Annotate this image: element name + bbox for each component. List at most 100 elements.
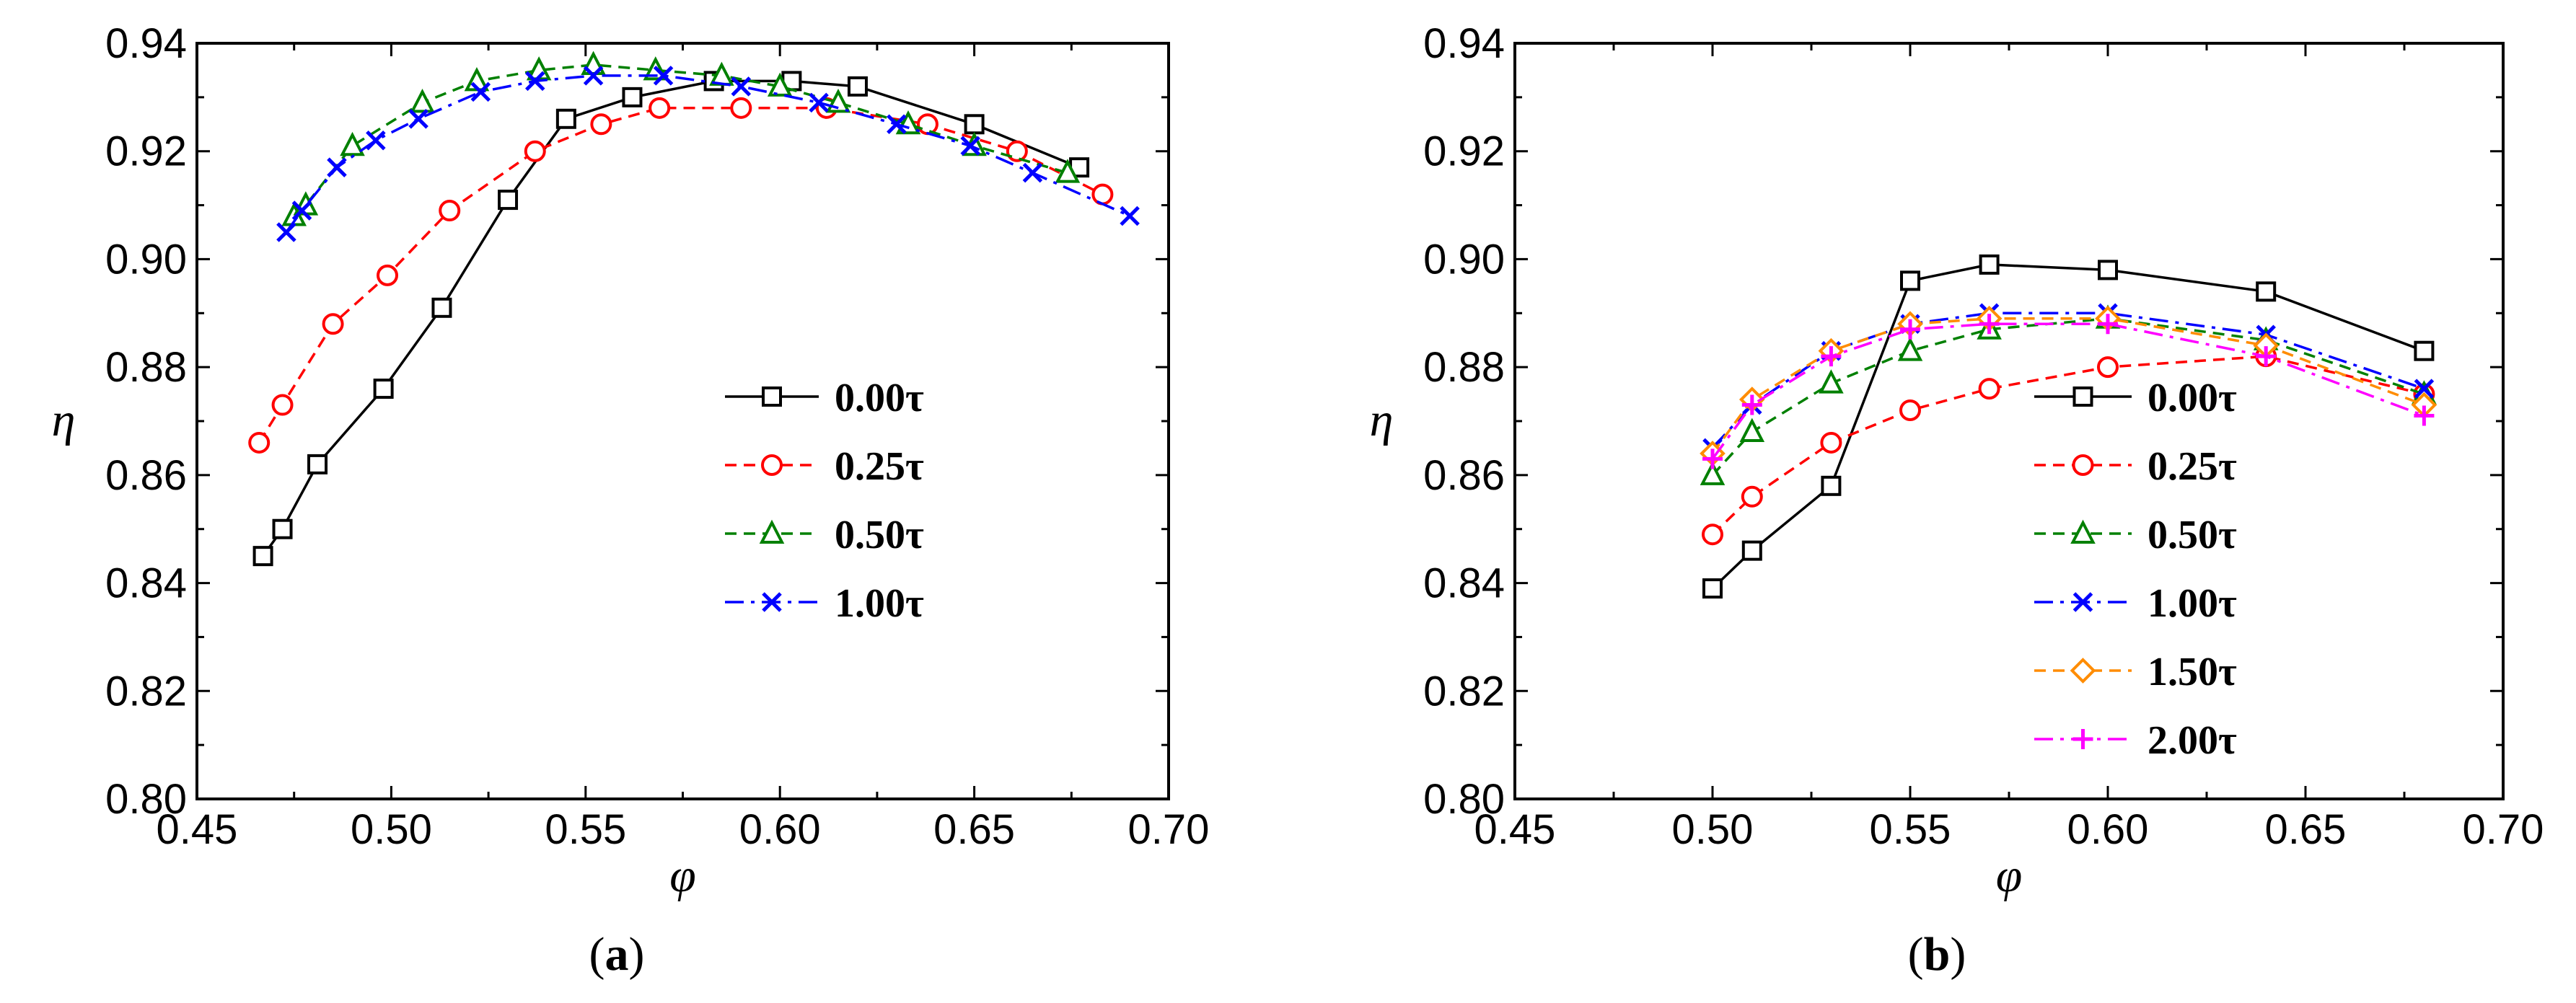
data-point: [809, 92, 829, 113]
x-tick-label: 0.50: [1672, 806, 1754, 853]
chart-panel-a: 0.45 0.50 0.55 0.60 0.65 0.70 0.80 0.82 0.84 0.86…: [52, 20, 1210, 902]
data-point: [1022, 162, 1043, 183]
data-point: [1741, 540, 1762, 561]
x-tick-label: 0.65: [2265, 806, 2347, 853]
y-tick-label: 0.88: [105, 344, 187, 391]
y-tick-label: 0.80: [1423, 776, 1505, 823]
data-point: [847, 76, 868, 97]
y-tick-label: 0.90: [1423, 236, 1505, 283]
series-1.00τ: [1702, 303, 2435, 459]
x-tick-label: 0.45: [157, 806, 238, 853]
caption-b: (b): [1908, 928, 1966, 981]
series-2.00τ: [1702, 314, 2435, 469]
data-point: [1702, 523, 1723, 546]
x-tick-label: 0.65: [933, 806, 1015, 853]
data-point: [1739, 417, 1765, 442]
data-point: [410, 88, 435, 113]
data-point: [470, 81, 491, 102]
legend-label: 2.00τ: [2148, 718, 2237, 763]
legend-label: 0.00τ: [2148, 376, 2237, 420]
data-point: [2098, 260, 2118, 280]
y-tick-label: 0.90: [105, 236, 187, 283]
data-point: [1820, 431, 1842, 454]
legend-entry: 1.00τ: [725, 581, 924, 626]
data-point: [2414, 379, 2435, 399]
plot-frame: [1513, 42, 2505, 800]
data-point: [1979, 254, 2000, 275]
data-point: [366, 130, 386, 151]
data-point: [276, 222, 296, 242]
data-point: [895, 110, 921, 135]
series-1.50τ: [1700, 305, 2437, 467]
legend-label: 1.00τ: [2148, 581, 2237, 626]
data-point: [439, 200, 461, 222]
data-point: [271, 394, 294, 416]
x-axis-label: φ: [1996, 849, 2023, 902]
legend-label: 1.00τ: [835, 581, 924, 626]
legend-marker: [2072, 729, 2093, 749]
legend-marker: [2072, 454, 2094, 476]
data-point: [1741, 485, 1763, 508]
series-line: [1711, 317, 2425, 477]
legend-entry: 0.25τ: [725, 444, 924, 489]
data-point: [1091, 183, 1114, 206]
data-point: [307, 454, 328, 474]
series-line: [262, 79, 1080, 557]
legend-entry: 1.50τ: [2034, 650, 2237, 694]
data-point: [1897, 337, 1923, 361]
y-tick-label: 0.82: [1423, 668, 1505, 715]
data-point: [622, 87, 643, 107]
data-point: [767, 72, 793, 97]
data-point: [731, 76, 752, 97]
y-tick-label: 0.94: [1423, 20, 1505, 67]
data-point: [498, 190, 519, 211]
data-point: [248, 431, 271, 454]
y-tick-label: 0.86: [105, 452, 187, 499]
x-axis-label: φ: [669, 849, 696, 902]
x-tick-label: 0.70: [2463, 806, 2544, 853]
data-point: [583, 66, 604, 86]
y-tick-label: 0.80: [105, 776, 187, 823]
y-tick-label: 0.82: [105, 668, 187, 715]
legend-entry: 0.25τ: [2034, 444, 2237, 489]
y-tick-label: 0.86: [1423, 452, 1505, 499]
series-line: [1711, 322, 2425, 460]
data-point: [1821, 346, 1842, 367]
data-point: [2097, 356, 2119, 379]
x-tick-label: 0.60: [739, 806, 821, 853]
legend-entry: 2.00τ: [2034, 718, 2237, 763]
caption-a: (a): [589, 928, 645, 981]
x-tick-label: 0.55: [1870, 806, 1951, 853]
legend-marker: [759, 519, 785, 544]
legend-marker: [761, 454, 783, 476]
data-point: [887, 114, 907, 135]
data-point: [322, 313, 344, 335]
legend-entry: 0.50τ: [725, 513, 924, 557]
y-tick-label: 0.92: [105, 128, 187, 175]
legend-label: 0.25τ: [835, 444, 924, 489]
legend-marker: [2070, 519, 2096, 544]
data-point: [960, 136, 980, 156]
data-point: [524, 140, 546, 162]
series-1.00τ: [276, 66, 1140, 242]
series-0.50τ: [281, 50, 1081, 226]
x-tick-label: 0.45: [1474, 806, 1556, 853]
legend-marker: [2072, 386, 2093, 407]
series-line: [1711, 263, 2425, 590]
data-point: [1702, 578, 1723, 599]
y-tick-label: 0.84: [1423, 560, 1505, 607]
data-point: [252, 546, 273, 567]
data-point: [2256, 281, 2277, 302]
legend-label: 0.50τ: [2148, 513, 2237, 557]
data-point: [377, 264, 399, 286]
data-point: [291, 200, 312, 221]
series-line: [1711, 311, 2425, 449]
data-point: [730, 97, 752, 119]
x-tick-label: 0.50: [351, 806, 432, 853]
data-point: [2256, 346, 2277, 367]
data-point: [431, 297, 452, 318]
data-point: [1900, 319, 1920, 340]
data-point: [1979, 314, 2000, 335]
series-0.00τ: [1702, 254, 2435, 599]
